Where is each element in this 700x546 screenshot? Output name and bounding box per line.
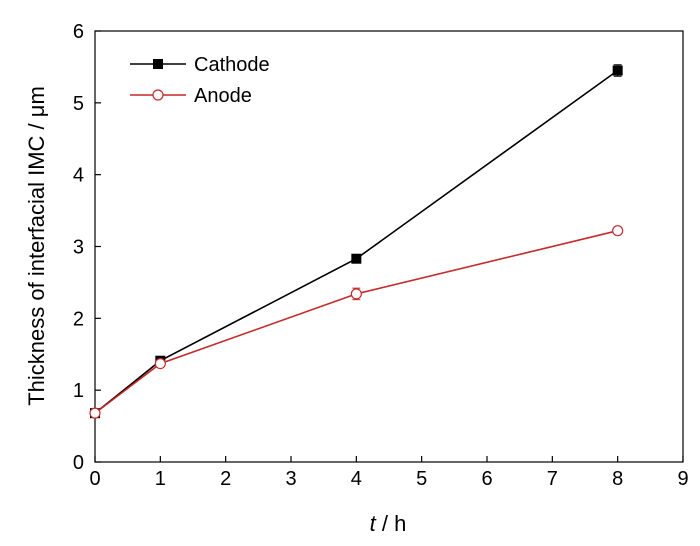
legend-marker-anode xyxy=(152,89,164,101)
y-tick-label-4: 4 xyxy=(73,165,84,187)
x-tick-label-2: 2 xyxy=(220,468,231,490)
data-point-anode-1 xyxy=(154,357,166,370)
data-point-anode-2 xyxy=(350,288,362,300)
series-line-cathode xyxy=(94,69,619,414)
y-tick-label-0: 0 xyxy=(73,452,84,474)
series-line-anode xyxy=(94,229,618,414)
y-tick-label-5: 5 xyxy=(73,93,84,115)
x-axis-label-variable: t xyxy=(370,511,377,536)
x-tick-label-0: 0 xyxy=(89,468,100,490)
legend-marker-cathode xyxy=(153,59,163,69)
data-point-cathode-3 xyxy=(612,65,623,76)
x-axis-label: t / h xyxy=(370,511,407,536)
series-cathode xyxy=(90,64,623,419)
legend-label-cathode: Cathode xyxy=(194,54,270,76)
x-tick-label-9: 9 xyxy=(677,468,688,490)
x-tick-label-5: 5 xyxy=(416,468,427,490)
data-point-anode-3 xyxy=(612,225,624,237)
x-axis-ticks: 0 1 2 3 4 5 6 7 8 9 xyxy=(89,456,689,490)
y-tick-label-1: 1 xyxy=(73,380,84,402)
x-tick-label-4: 4 xyxy=(351,468,362,490)
y-tick-label-3: 3 xyxy=(73,237,84,259)
legend-label-anode: Anode xyxy=(194,85,252,107)
x-tick-label-8: 8 xyxy=(612,468,623,490)
x-tick-label-3: 3 xyxy=(285,468,296,490)
y-tick-label-2: 2 xyxy=(73,308,84,330)
legend-item-cathode: Cathode xyxy=(130,54,270,76)
legend: Cathode Anode xyxy=(130,54,270,107)
y-tick-label-6: 6 xyxy=(73,21,84,43)
x-tick-label-7: 7 xyxy=(547,468,558,490)
legend-item-anode: Anode xyxy=(130,85,252,107)
series-layer xyxy=(89,64,624,419)
x-tick-label-1: 1 xyxy=(155,468,166,490)
data-point-anode-0 xyxy=(89,407,101,419)
x-axis-label-unit: / h xyxy=(376,511,407,536)
series-anode xyxy=(89,225,624,419)
data-point-cathode-2 xyxy=(351,253,362,264)
y-axis-label: Thickness of interfacial IMC / μm xyxy=(24,86,49,406)
x-tick-label-6: 6 xyxy=(481,468,492,490)
y-axis-ticks: 0 1 2 3 4 5 6 xyxy=(73,21,101,474)
